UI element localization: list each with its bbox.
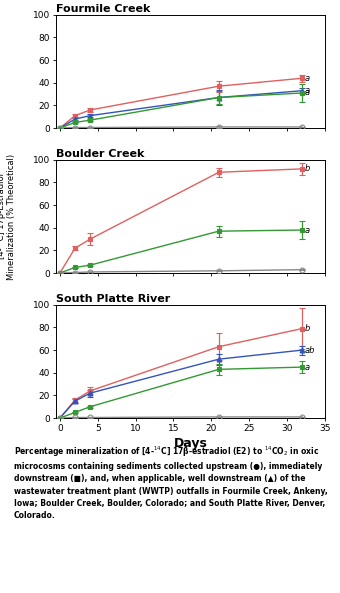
Text: South Platte River: South Platte River xyxy=(56,294,170,304)
Text: b: b xyxy=(305,324,310,333)
Text: Fourmile Creek: Fourmile Creek xyxy=(56,4,151,14)
X-axis label: Days: Days xyxy=(173,438,207,451)
Text: [4-¹⁴C] 17β-Estradiol
Mineralization (% Theoretical): [4-¹⁴C] 17β-Estradiol Mineralization (% … xyxy=(0,154,17,279)
Text: a: a xyxy=(305,225,310,235)
Text: a: a xyxy=(305,74,310,83)
Text: a: a xyxy=(305,88,310,97)
Text: b: b xyxy=(305,164,310,173)
Text: Percentage mineralization of [4-$^{14}$C] 17$\bf{\beta}$-estradiol (E2) to $^{14: Percentage mineralization of [4-$^{14}$C… xyxy=(14,445,327,520)
Text: ab: ab xyxy=(305,346,316,355)
Text: a: a xyxy=(305,86,310,95)
Text: a: a xyxy=(305,362,310,372)
Text: Boulder Creek: Boulder Creek xyxy=(56,149,144,159)
